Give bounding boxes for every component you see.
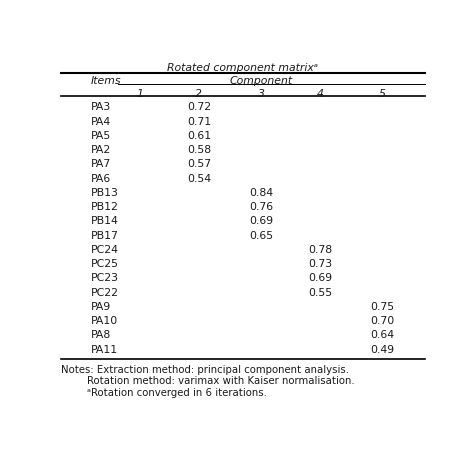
Text: PA5: PA5 bbox=[91, 131, 111, 141]
Text: 0.71: 0.71 bbox=[187, 117, 211, 126]
Text: 2: 2 bbox=[195, 89, 202, 100]
Text: 0.69: 0.69 bbox=[308, 273, 332, 283]
Text: 0.73: 0.73 bbox=[308, 259, 332, 269]
Text: PB17: PB17 bbox=[91, 231, 118, 241]
Text: 0.57: 0.57 bbox=[187, 159, 211, 169]
Text: PA11: PA11 bbox=[91, 344, 118, 355]
Text: ᵃRotation converged in 6 iterations.: ᵃRotation converged in 6 iterations. bbox=[61, 388, 267, 398]
Text: 0.70: 0.70 bbox=[370, 316, 395, 326]
Text: Rotation method: varimax with Kaiser normalisation.: Rotation method: varimax with Kaiser nor… bbox=[61, 376, 355, 387]
Text: Rotated component matrixᵃ: Rotated component matrixᵃ bbox=[167, 63, 319, 74]
Text: Notes: Extraction method: principal component analysis.: Notes: Extraction method: principal comp… bbox=[61, 365, 349, 375]
Text: PA9: PA9 bbox=[91, 302, 111, 312]
Text: PA8: PA8 bbox=[91, 331, 111, 340]
Text: PA7: PA7 bbox=[91, 159, 111, 169]
Text: PB12: PB12 bbox=[91, 202, 118, 212]
Text: PC23: PC23 bbox=[91, 273, 118, 283]
Text: 0.78: 0.78 bbox=[308, 245, 332, 255]
Text: PA10: PA10 bbox=[91, 316, 118, 326]
Text: PA2: PA2 bbox=[91, 145, 111, 155]
Text: PC25: PC25 bbox=[91, 259, 118, 269]
Text: PC22: PC22 bbox=[91, 288, 118, 298]
Text: 0.84: 0.84 bbox=[249, 188, 273, 198]
Text: 3: 3 bbox=[258, 89, 265, 100]
Text: 0.58: 0.58 bbox=[187, 145, 211, 155]
Text: 0.76: 0.76 bbox=[249, 202, 273, 212]
Text: 0.69: 0.69 bbox=[249, 216, 273, 226]
Text: 1: 1 bbox=[137, 89, 144, 100]
Text: 0.65: 0.65 bbox=[249, 231, 273, 241]
Text: 0.64: 0.64 bbox=[371, 331, 394, 340]
Text: Component: Component bbox=[230, 76, 293, 86]
Text: 5: 5 bbox=[379, 89, 386, 100]
Text: PA6: PA6 bbox=[91, 174, 111, 183]
Text: PB13: PB13 bbox=[91, 188, 118, 198]
Text: 0.49: 0.49 bbox=[371, 344, 394, 355]
Text: 0.75: 0.75 bbox=[371, 302, 394, 312]
Text: PA4: PA4 bbox=[91, 117, 111, 126]
Text: 0.54: 0.54 bbox=[187, 174, 211, 183]
Text: PC24: PC24 bbox=[91, 245, 118, 255]
Text: 0.55: 0.55 bbox=[308, 288, 332, 298]
Text: Items: Items bbox=[91, 76, 121, 86]
Text: PB14: PB14 bbox=[91, 216, 118, 226]
Text: PA3: PA3 bbox=[91, 102, 111, 112]
Text: 4: 4 bbox=[317, 89, 324, 100]
Text: 0.61: 0.61 bbox=[187, 131, 211, 141]
Text: 0.72: 0.72 bbox=[187, 102, 211, 112]
